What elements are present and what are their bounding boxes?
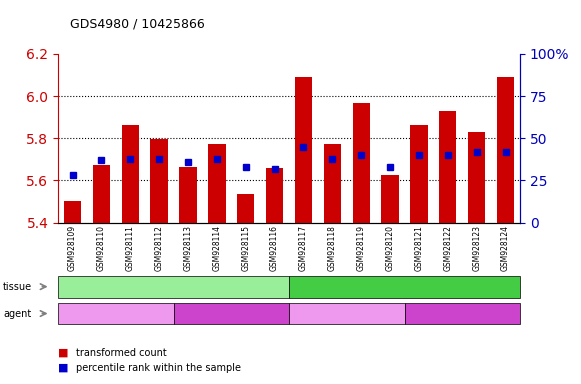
Text: GSM928119: GSM928119 xyxy=(357,225,365,271)
Bar xyxy=(150,139,168,223)
Text: light: light xyxy=(452,309,472,318)
Bar xyxy=(266,168,284,223)
Text: GDS4980 / 10425866: GDS4980 / 10425866 xyxy=(70,17,205,30)
Text: ■: ■ xyxy=(58,348,69,358)
Bar xyxy=(497,77,514,223)
Text: GSM928112: GSM928112 xyxy=(155,225,164,270)
Bar xyxy=(93,165,110,223)
Text: GSM928117: GSM928117 xyxy=(299,225,308,271)
Text: agent: agent xyxy=(3,308,31,319)
Bar xyxy=(64,200,81,223)
Text: GSM928114: GSM928114 xyxy=(213,225,221,271)
Text: retinal pigment epithelium: retinal pigment epithelium xyxy=(344,282,465,291)
Text: GSM928111: GSM928111 xyxy=(125,225,135,270)
Text: GSM928109: GSM928109 xyxy=(68,225,77,271)
Text: GSM928110: GSM928110 xyxy=(97,225,106,271)
Text: GSM928118: GSM928118 xyxy=(328,225,337,270)
Text: percentile rank within the sample: percentile rank within the sample xyxy=(76,363,241,373)
Text: control: control xyxy=(100,309,131,318)
Bar xyxy=(439,111,457,223)
Text: GSM928113: GSM928113 xyxy=(184,225,192,271)
Text: light: light xyxy=(221,309,242,318)
Text: GSM928116: GSM928116 xyxy=(270,225,279,271)
Text: GSM928121: GSM928121 xyxy=(414,225,424,270)
Text: neurosensory retina: neurosensory retina xyxy=(128,282,219,291)
Bar xyxy=(208,144,225,223)
Bar xyxy=(295,77,312,223)
Text: tissue: tissue xyxy=(3,281,32,292)
Bar xyxy=(381,175,399,223)
Bar xyxy=(180,167,196,223)
Bar xyxy=(121,124,139,223)
Bar xyxy=(237,194,254,223)
Text: ■: ■ xyxy=(58,363,69,373)
Text: control: control xyxy=(331,309,363,318)
Text: GSM928122: GSM928122 xyxy=(443,225,453,270)
Bar xyxy=(410,124,428,223)
Bar xyxy=(353,103,370,223)
Text: GSM928120: GSM928120 xyxy=(386,225,394,271)
Text: GSM928124: GSM928124 xyxy=(501,225,510,271)
Bar xyxy=(324,144,341,223)
Bar xyxy=(468,132,485,223)
Text: transformed count: transformed count xyxy=(76,348,166,358)
Text: GSM928115: GSM928115 xyxy=(241,225,250,271)
Text: GSM928123: GSM928123 xyxy=(472,225,481,271)
